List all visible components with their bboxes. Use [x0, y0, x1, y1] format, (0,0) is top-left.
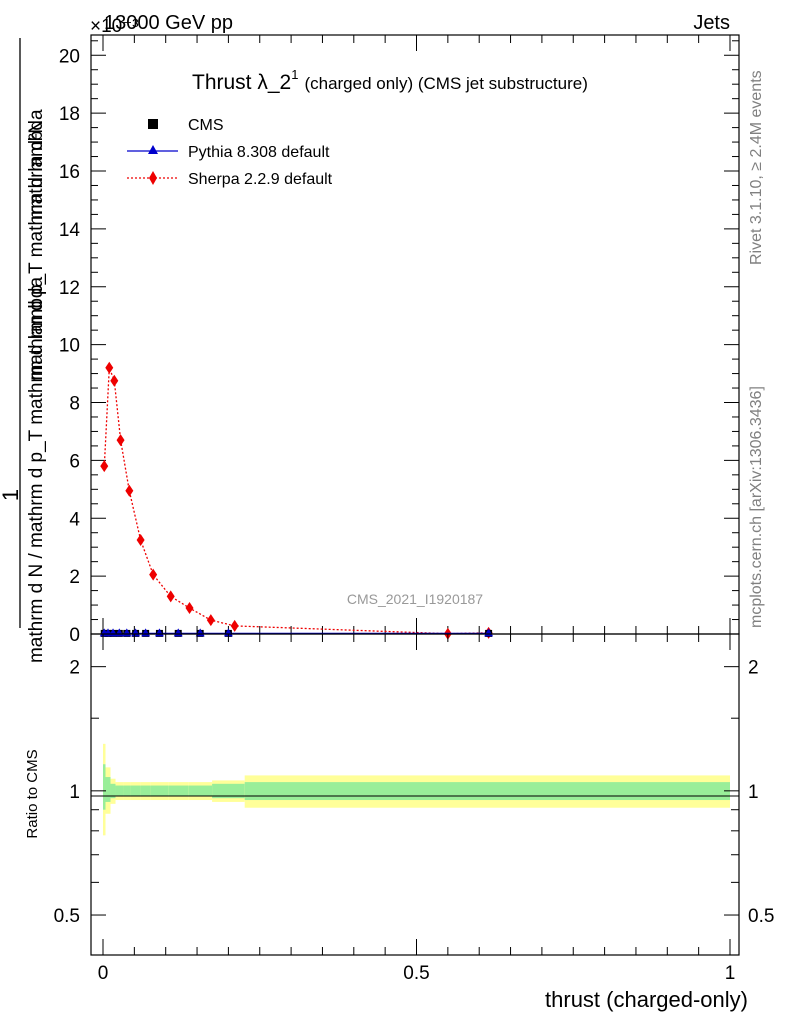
ratio-tick-label-right: 1 [748, 782, 759, 803]
sherpa-point [149, 568, 158, 581]
ratio-y-ticks: 0.5 0.5 1 1 2 2 [54, 658, 775, 927]
ratio-band-inner [115, 785, 124, 797]
ratio-band-inner [244, 782, 730, 801]
ylabel-denominator: mathrm d N / mathrm d p_T mathrm d lambd… [26, 277, 47, 664]
ratio-band-inner [140, 785, 151, 797]
rivet-label: Rivet 3.1.10, ≥ 2.4M events [748, 70, 765, 265]
ratio-x-ticks: 0 0.5 1 [98, 634, 736, 984]
ratio-band-inner [110, 783, 116, 799]
main-ylabel: 1 mathrm d²N mathrm d p_T mathrm d lambd… [0, 38, 47, 663]
sherpa-point [206, 614, 215, 627]
analysis-watermark: CMS_2021_I1920187 [347, 591, 483, 607]
x-axis-label: thrust (charged-only) [545, 987, 748, 1012]
ratio-tick-label-right: 2 [748, 658, 759, 679]
ratio-band-inner [212, 783, 245, 799]
sherpa-point [230, 619, 239, 632]
ratio-band-inner [150, 785, 169, 797]
legend-sherpa-marker [149, 171, 157, 185]
exponent-label: ×10⁻³ [90, 16, 139, 37]
y-tick-label: 12 [59, 278, 80, 299]
ylabel-frac-den: mathrm d p_T mathrm d lambda [26, 109, 47, 380]
ratio-band-inner [105, 777, 111, 802]
legend-label: Pythia 8.308 default [188, 144, 330, 161]
sherpa-point [110, 374, 119, 387]
y-tick-label: 14 [59, 220, 81, 241]
ylabel-numerator: 1 [0, 489, 23, 501]
title-sup: 1 [291, 67, 298, 82]
title-sub: (charged only) (CMS jet substructure) [304, 74, 587, 93]
sherpa-point [185, 601, 194, 614]
ratio-band-inner [168, 785, 189, 797]
legend: CMS Pythia 8.308 default Sherpa 2.2.9 defa… [127, 117, 333, 188]
y-tick-label: 16 [59, 162, 80, 183]
y-tick-label: 0 [69, 625, 80, 646]
sherpa-point [166, 590, 175, 603]
y-tick-label: 8 [69, 394, 80, 415]
title-main: Thrust λ_2 [192, 71, 291, 94]
sherpa-point [125, 484, 134, 497]
legend-label: CMS [188, 117, 224, 134]
legend-label: Sherpa 2.2.9 default [188, 171, 333, 188]
main-x-ticks [102, 35, 731, 634]
y-tick-label: 2 [69, 567, 80, 588]
plot-title: Thrust λ_21 (charged only) (CMS jet subst… [192, 67, 588, 94]
ratio-plot-frame [90, 633, 740, 956]
y-tick-label: 10 [59, 336, 80, 357]
legend-pythia-marker [148, 145, 158, 154]
ratio-band-inner [123, 785, 131, 797]
ratio-band-inner [188, 785, 213, 797]
y-tick-label: 18 [59, 104, 80, 125]
x-tick-label: 0.5 [403, 963, 429, 984]
main-y-ticks: 0 2 4 6 8 10 12 14 16 18 20 [59, 40, 739, 646]
energy-label: 13000 GeV pp [104, 12, 233, 34]
legend-cms-marker [148, 119, 158, 129]
mcplots-label: mcplots.cern.ch [arXiv:1306.3436] [748, 386, 765, 628]
ratio-tick-label: 0.5 [54, 906, 80, 927]
sherpa-point [116, 434, 125, 447]
sherpa-point [136, 533, 145, 546]
y-tick-label: 6 [69, 451, 80, 472]
ratio-ylabel: Ratio to CMS [24, 749, 41, 838]
jets-label: Jets [693, 12, 730, 34]
ratio-band-inner [103, 764, 106, 810]
sherpa-point [100, 460, 109, 473]
ratio-bands [103, 743, 730, 836]
x-tick-label: 0 [98, 963, 109, 984]
y-tick-label: 4 [69, 509, 80, 530]
ratio-tick-label: 1 [69, 782, 80, 803]
x-tick-label: 1 [725, 963, 736, 984]
y-tick-label: 20 [59, 46, 80, 67]
sherpa-point [105, 361, 114, 374]
ratio-tick-label-right: 0.5 [748, 906, 774, 927]
ylabel-frac-num: mathrm d²N [26, 120, 47, 220]
ratio-tick-label: 2 [69, 658, 80, 679]
ratio-band-inner [130, 785, 141, 797]
